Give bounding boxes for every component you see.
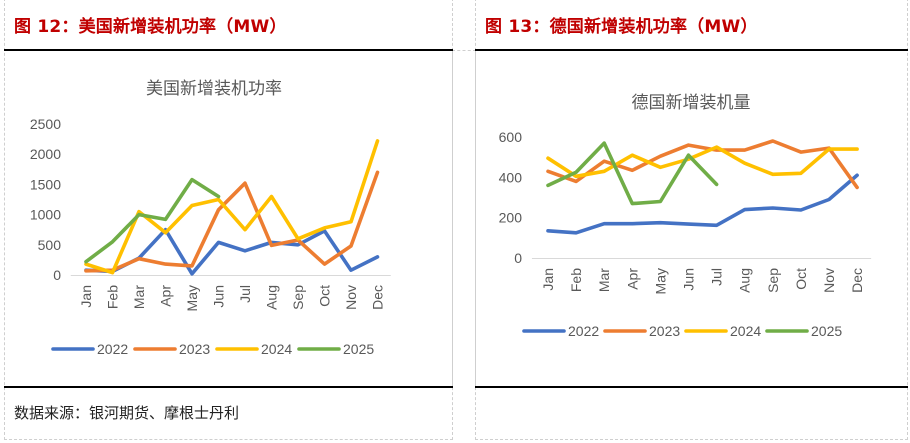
- de-x-tick-label: Feb: [568, 268, 584, 292]
- us-x-tick-label: Jun: [211, 285, 227, 308]
- source-note: 数据来源：银河期货、摩根士丹利: [14, 404, 240, 422]
- us-legend-label: 2024: [261, 341, 292, 357]
- de-series-line-2024: [546, 145, 859, 179]
- us-y-tick-label: 0: [53, 267, 61, 283]
- de-series-line-2025: [546, 141, 719, 206]
- us-x-tick-label: Apr: [158, 285, 174, 307]
- us-y-tick-label: 1000: [30, 207, 61, 223]
- us-x-tick-label: Mar: [131, 285, 147, 309]
- de-x-tick-label: Mar: [596, 268, 612, 292]
- us-series-line-2025: [84, 177, 221, 264]
- us-figure-title: 图 12：美国新增装机功率（MW）: [14, 17, 287, 37]
- de-series-group: [546, 139, 859, 235]
- de-y-axis: 0 200 400 600: [499, 129, 523, 266]
- de-y-tick-label: 0: [514, 250, 522, 266]
- de-legend-label: 2023: [649, 323, 680, 339]
- us-x-tick-label: Feb: [105, 285, 121, 309]
- us-x-tick-label: May: [184, 285, 200, 311]
- us-y-tick-label: 2500: [30, 116, 61, 132]
- de-installation-chart: 德国新增装机量 0 200 400 600 Jan Feb Mar Apr May Jun Jul…: [499, 93, 872, 339]
- de-series-line-2022: [546, 173, 859, 235]
- us-chart-title: 美国新增装机功率: [146, 79, 282, 99]
- de-y-tick-label: 200: [499, 210, 523, 226]
- us-x-axis: Jan Feb Mar Apr May Jun Jul Aug Sep Oct Nov Dec: [78, 285, 386, 312]
- us-series-line-2024: [84, 139, 380, 275]
- de-x-tick-label: Nov: [821, 268, 837, 293]
- de-x-tick-label: Sep: [765, 268, 781, 293]
- de-legend-label: 2022: [568, 323, 599, 339]
- de-y-tick-label: 400: [499, 169, 523, 185]
- us-y-tick-label: 1500: [30, 176, 61, 192]
- us-x-tick-label: Jul: [237, 285, 253, 303]
- us-y-tick-label: 2000: [30, 146, 61, 162]
- us-legend: 2022 2023 2024 2025: [51, 341, 374, 357]
- de-x-tick-label: Jun: [681, 268, 697, 291]
- us-title-rule: [4, 49, 453, 51]
- de-title-rule: [475, 49, 908, 51]
- de-x-tick-label: Aug: [737, 268, 753, 293]
- de-legend: 2022 2023 2024 2025: [522, 323, 842, 339]
- us-legend-label: 2025: [343, 341, 374, 357]
- bottom-rule-left: [4, 386, 453, 388]
- us-series-group: [84, 139, 380, 276]
- de-chart-title: 德国新增装机量: [632, 93, 751, 113]
- de-legend-label: 2025: [811, 323, 842, 339]
- us-y-axis: 0 500 1000 1500 2000 2500: [30, 116, 61, 283]
- de-x-tick-label: Jul: [709, 268, 725, 286]
- de-x-tick-label: Jan: [540, 268, 556, 291]
- de-figure-title: 图 13：德国新增装机功率（MW）: [485, 17, 758, 37]
- de-x-tick-label: Oct: [793, 268, 809, 290]
- de-x-axis: Jan Feb Mar Apr May Jun Jul Aug Sep Oct Nov Dec: [540, 268, 865, 295]
- us-legend-label: 2022: [97, 341, 128, 357]
- us-legend-label: 2023: [179, 341, 210, 357]
- de-x-tick-label: Apr: [624, 268, 640, 290]
- bottom-rule-right: [475, 386, 908, 388]
- de-y-tick-label: 600: [499, 129, 523, 145]
- us-x-tick-label: Jan: [78, 285, 94, 308]
- us-x-tick-label: Aug: [264, 285, 280, 310]
- de-x-tick-label: Dec: [849, 268, 865, 293]
- us-y-tick-label: 500: [38, 237, 62, 253]
- us-x-tick-label: Nov: [343, 285, 359, 310]
- us-installation-chart: 美国新增装机功率 0 500 1000 1500 2000 2500 Jan Feb Mar A…: [30, 79, 391, 357]
- de-x-tick-label: May: [652, 268, 668, 294]
- us-x-tick-label: Dec: [370, 285, 386, 310]
- us-series-line-2023: [84, 170, 380, 273]
- us-x-tick-label: Oct: [317, 285, 333, 307]
- gap-connector-top: [452, 50, 476, 388]
- de-series-line-2023: [546, 139, 859, 190]
- us-x-tick-label: Sep: [290, 285, 306, 310]
- de-legend-label: 2024: [730, 323, 761, 339]
